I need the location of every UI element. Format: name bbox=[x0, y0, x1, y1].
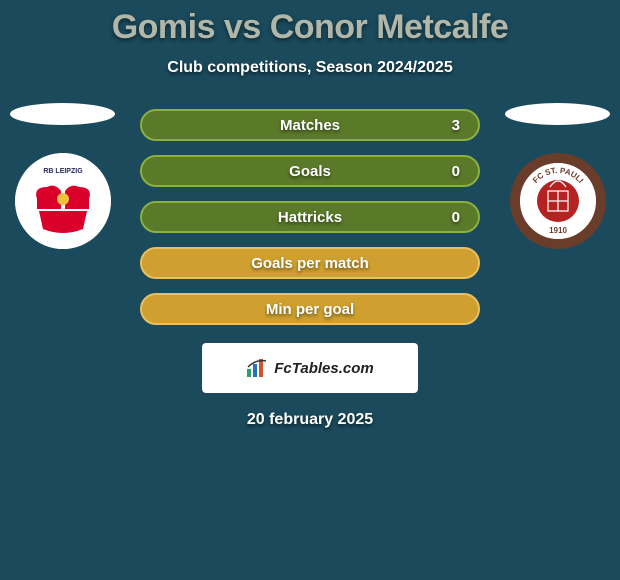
left-player-column: RB LEIPZIG bbox=[10, 103, 115, 249]
stat-value: 0 bbox=[452, 209, 460, 226]
player-face-placeholder-left bbox=[10, 103, 115, 125]
svg-text:1910: 1910 bbox=[549, 226, 567, 235]
bar-chart-icon bbox=[246, 357, 268, 379]
stat-row: Matches 3 bbox=[140, 109, 480, 141]
stat-label: Hattricks bbox=[278, 209, 342, 226]
brand-card: FcTables.com bbox=[202, 343, 418, 393]
stat-row: Min per goal bbox=[140, 293, 480, 325]
stat-row: Goals per match bbox=[140, 247, 480, 279]
club-crest-left: RB LEIPZIG bbox=[15, 153, 111, 249]
stat-label: Matches bbox=[280, 117, 340, 134]
stat-label: Goals per match bbox=[251, 255, 369, 272]
svg-text:RB LEIPZIG: RB LEIPZIG bbox=[43, 168, 83, 175]
fc-st-pauli-icon: FC ST. PAULI 1910 bbox=[520, 163, 596, 239]
brand-text: FcTables.com bbox=[274, 360, 373, 377]
stats-area: RB LEIPZIG Matches 3 Goals 0 Hattricks 0… bbox=[0, 109, 620, 339]
stat-value: 3 bbox=[452, 117, 460, 134]
stat-label: Min per goal bbox=[266, 301, 354, 318]
stat-row: Hattricks 0 bbox=[140, 201, 480, 233]
rb-leipzig-icon: RB LEIPZIG bbox=[15, 153, 111, 249]
comparison-infographic: Gomis vs Conor Metcalfe Club competition… bbox=[0, 0, 620, 429]
stat-label: Goals bbox=[289, 163, 331, 180]
date-text: 20 february 2025 bbox=[0, 411, 620, 429]
stat-value: 0 bbox=[452, 163, 460, 180]
stat-row: Goals 0 bbox=[140, 155, 480, 187]
page-title: Gomis vs Conor Metcalfe bbox=[0, 8, 620, 47]
player-face-placeholder-right bbox=[505, 103, 610, 125]
club-crest-right: FC ST. PAULI 1910 bbox=[510, 153, 606, 249]
page-subtitle: Club competitions, Season 2024/2025 bbox=[0, 59, 620, 77]
right-player-column: FC ST. PAULI 1910 bbox=[505, 103, 610, 249]
stats-list: Matches 3 Goals 0 Hattricks 0 Goals per … bbox=[140, 109, 480, 339]
